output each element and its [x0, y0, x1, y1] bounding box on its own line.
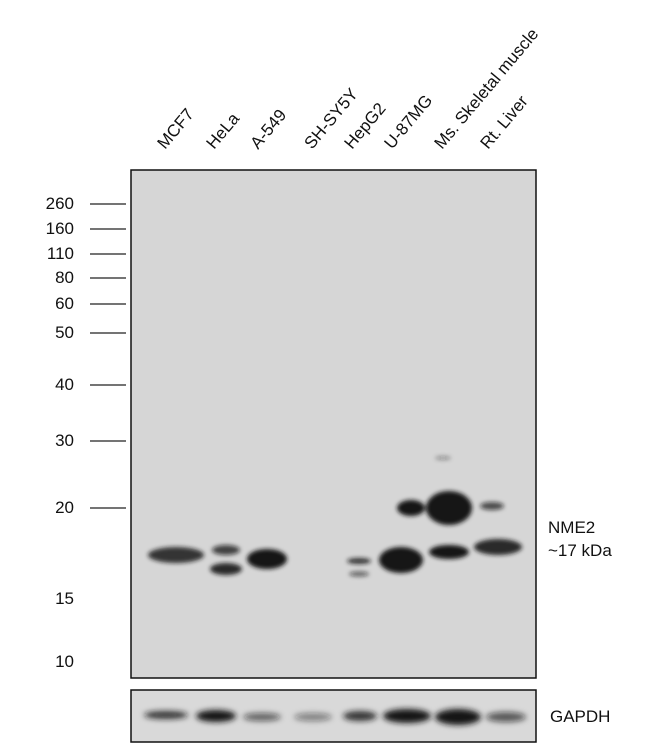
lane-label: U-87MG: [381, 91, 437, 152]
lane-label: MCF7: [154, 105, 198, 153]
target-size: ~17 kDa: [548, 541, 612, 560]
lane-label: HeLa: [203, 109, 244, 153]
lane-label: A-549: [247, 106, 291, 153]
main-blot: [130, 169, 537, 679]
marker-label: 10: [55, 652, 74, 671]
marker-label: 40: [55, 375, 74, 394]
marker-label: 20: [55, 498, 74, 517]
marker-label: 110: [47, 244, 74, 263]
marker-label: 260: [46, 194, 74, 213]
marker-label: 80: [55, 268, 74, 287]
marker-label: 15: [55, 589, 74, 608]
loading-control-label: GAPDH: [550, 707, 610, 726]
marker-label: 160: [46, 219, 74, 238]
marker-label: 30: [55, 431, 74, 450]
target-name: NME2: [548, 518, 595, 537]
marker-label: 60: [55, 294, 74, 313]
loading-control-blot: [130, 689, 537, 743]
marker-label: 50: [55, 323, 74, 342]
